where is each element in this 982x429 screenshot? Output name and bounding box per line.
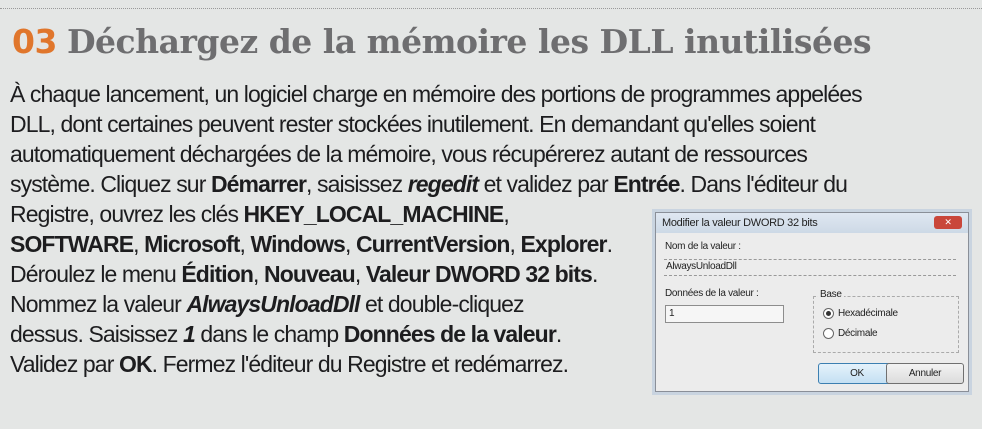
name-label: Nom de la valeur :	[665, 241, 741, 252]
text-line: Registre, ouvrez les clés HKEY_LOCAL_MAC…	[10, 199, 862, 229]
radio-selected-icon	[823, 308, 834, 319]
text-segment: ,	[133, 231, 145, 257]
text-segment: .	[606, 231, 613, 257]
text-segment: automatiquement déchargées de la mémoire…	[10, 141, 808, 167]
base-group	[813, 296, 959, 353]
text-line: DLL, dont certaines peuvent rester stock…	[10, 109, 862, 139]
text-segment: et double-cliquez	[359, 291, 525, 317]
dialog-titlebar: Modifier la valeur DWORD 32 bits ✕	[656, 213, 968, 233]
radio-decimal[interactable]: Décimale	[823, 328, 878, 339]
ok-button[interactable]: OK	[818, 363, 896, 384]
text-segment: ,	[509, 231, 521, 257]
text-segment: Registre, ouvrez les clés	[10, 201, 244, 227]
text-segment: DLL, dont certaines peuvent rester stock…	[10, 111, 816, 137]
emphasis-text: OK	[118, 351, 153, 377]
top-dotted-rule	[0, 8, 982, 9]
emphasis-text: SOFTWARE	[10, 231, 134, 257]
name-value: AlwaysUnloadDll	[666, 261, 737, 272]
radio-unselected-icon	[823, 328, 834, 339]
text-segment: ,	[253, 261, 264, 287]
text-segment: système. Cliquez sur	[10, 171, 211, 197]
emphasis-text: CurrentVersion	[355, 231, 510, 257]
data-value: 1	[669, 308, 675, 319]
text-line: automatiquement déchargées de la mémoire…	[10, 139, 862, 169]
text-segment: .	[591, 261, 598, 287]
section-heading: 03 Déchargez de la mémoire les DLL inutil…	[12, 22, 872, 61]
text-line: Nommez la valeur AlwaysUnloadDll et doub…	[10, 289, 862, 319]
text-line: À chaque lancement, un logiciel charge e…	[10, 79, 863, 109]
radio-dec-label: Décimale	[838, 328, 878, 339]
text-segment: . Dans l'éditeur du	[679, 171, 848, 197]
text-segment: dans le champ	[194, 321, 344, 347]
emphasis-text: Microsoft	[144, 231, 240, 257]
data-label: Données de la valeur :	[665, 288, 759, 299]
text-segment: et validez par	[478, 171, 614, 197]
text-segment: dessus. Saisissez	[10, 321, 183, 347]
text-line: dessus. Saisissez 1 dans le champ Donnée…	[10, 319, 862, 349]
emphasis-text: regedit	[407, 171, 479, 197]
emphasis-text: 1	[183, 321, 196, 347]
text-line: SOFTWARE, Microsoft, Windows, CurrentVer…	[10, 229, 862, 259]
text-segment: ,	[344, 231, 356, 257]
text-line: Validez par OK. Fermez l'éditeur du Regi…	[10, 349, 862, 379]
emphasis-text: Entrée	[613, 171, 680, 197]
emphasis-text: Démarrer	[210, 171, 307, 197]
text-segment: Validez par	[10, 351, 119, 377]
radio-hexadecimal[interactable]: Hexadécimale	[823, 308, 898, 319]
text-segment: Déroulez le menu	[10, 261, 182, 287]
text-line: Déroulez le menu Édition, Nouveau, Valeu…	[10, 259, 862, 289]
text-segment: ,	[354, 261, 366, 287]
dword-dialog: Modifier la valeur DWORD 32 bits ✕ Nom d…	[655, 212, 969, 392]
text-segment: ,	[503, 201, 509, 227]
text-segment: Nommez la valeur	[10, 291, 187, 317]
text-segment: , saisissez	[306, 171, 408, 197]
section-title: Déchargez de la mémoire les DLL inutilis…	[66, 22, 872, 61]
emphasis-text: Nouveau	[263, 261, 356, 287]
base-label: Base	[818, 289, 844, 300]
text-line: système. Cliquez sur Démarrer, saisissez…	[10, 169, 862, 199]
emphasis-text: Explorer	[520, 231, 607, 257]
text-segment: À chaque lancement, un logiciel charge e…	[10, 81, 863, 107]
text-segment: .	[555, 321, 562, 347]
emphasis-text: HKEY_LOCAL_MACHINE	[243, 201, 505, 227]
emphasis-text: AlwaysUnloadDll	[186, 291, 360, 317]
data-input[interactable]: 1	[665, 305, 784, 323]
emphasis-text: Données de la valeur	[343, 321, 557, 347]
article-body: À chaque lancement, un logiciel charge e…	[10, 79, 863, 379]
cancel-button[interactable]: Annuler	[886, 363, 964, 384]
step-number: 03	[12, 22, 57, 61]
name-field: AlwaysUnloadDll	[664, 259, 956, 276]
close-icon[interactable]: ✕	[934, 216, 962, 229]
emphasis-text: Windows	[250, 231, 346, 257]
radio-hex-label: Hexadécimale	[838, 308, 898, 319]
dialog-title: Modifier la valeur DWORD 32 bits	[662, 217, 818, 229]
text-segment: . Fermez l'éditeur du Registre et redéma…	[151, 351, 569, 377]
emphasis-text: Édition	[181, 261, 254, 287]
emphasis-text: Valeur DWORD 32 bits	[365, 261, 593, 287]
text-segment: ,	[239, 231, 251, 257]
